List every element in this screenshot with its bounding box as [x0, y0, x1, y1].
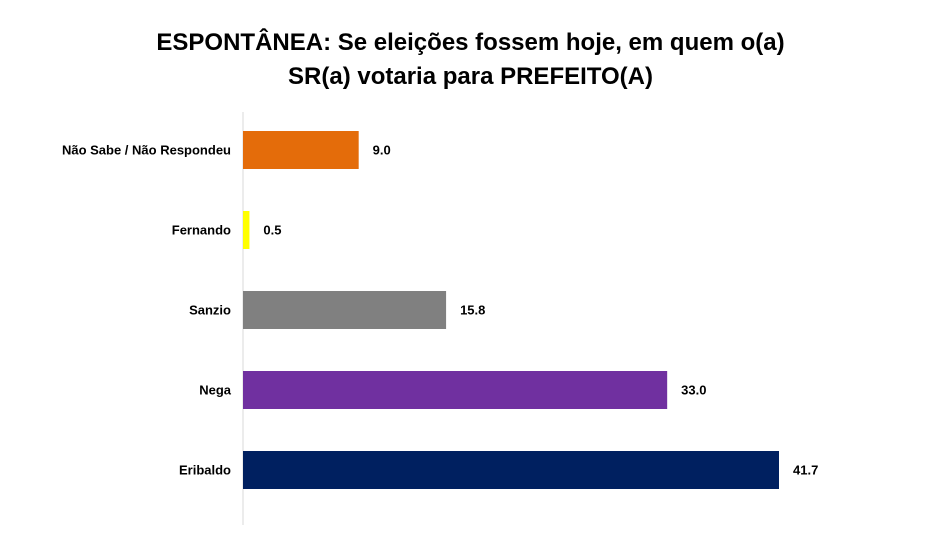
value-label-3: 33.0	[681, 383, 706, 398]
bar-0	[243, 131, 359, 169]
bar-2	[243, 291, 447, 329]
chart-title-line-2: SR(a) votaria para PREFEITO(A)	[288, 63, 653, 90]
bar-1	[243, 211, 250, 249]
category-label-4: Eribaldo	[179, 463, 231, 478]
value-label-1: 0.5	[263, 223, 281, 238]
bars-layer: Não Sabe / Não Respondeu 9.0 Fernando 0.5 Sa…	[62, 131, 818, 489]
value-label-2: 15.8	[460, 303, 485, 318]
chart-title: ESPONTÂNEA: Se eleições fossem hoje, em …	[0, 26, 941, 94]
value-label-4: 41.7	[793, 463, 818, 478]
value-label-0: 9.0	[373, 143, 391, 158]
category-label-3: Nega	[199, 383, 232, 398]
bar-3	[243, 371, 668, 409]
category-label-0: Não Sabe / Não Respondeu	[62, 143, 231, 158]
bar-4	[243, 451, 779, 489]
category-label-1: Fernando	[172, 223, 231, 238]
category-label-2: Sanzio	[189, 303, 231, 318]
chart-title-line-1: ESPONTÂNEA: Se eleições fossem hoje, em …	[156, 29, 785, 56]
